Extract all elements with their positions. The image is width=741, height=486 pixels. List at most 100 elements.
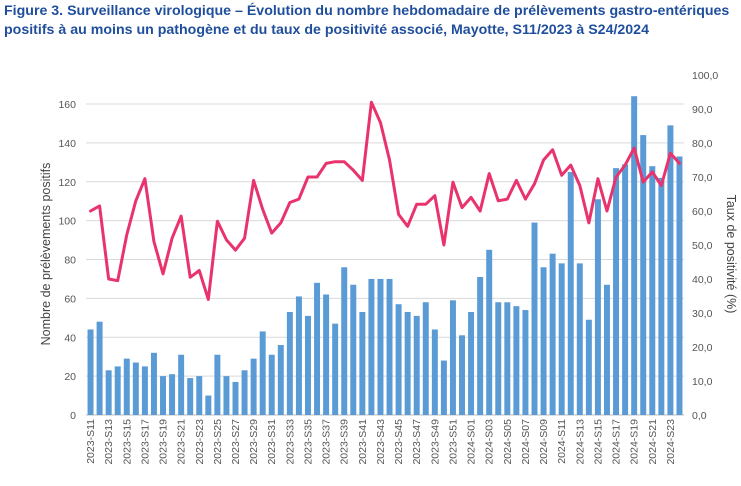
bar (468, 311, 475, 415)
bar (495, 302, 502, 415)
x-tick-label: 2023-S29 (248, 419, 260, 465)
x-tick-label: 2023-S23 (194, 419, 206, 465)
x-tick-label: 2023-S47 (411, 419, 423, 465)
bar (603, 284, 610, 415)
x-tick-label: 2024-S07 (520, 419, 532, 465)
bar (241, 370, 248, 415)
y-tick-label: 60 (64, 293, 76, 305)
x-tick-label: 2024-S19 (629, 419, 641, 465)
bar (658, 177, 665, 415)
bar (422, 302, 429, 415)
y2-tick-label: 70,0 (692, 172, 713, 184)
bar (613, 168, 620, 415)
bar (504, 302, 511, 415)
y2-tick-label: 20,0 (692, 342, 713, 354)
bar (386, 278, 393, 415)
x-tick-label: 2023-S39 (339, 419, 351, 465)
y2-tick-label: 10,0 (692, 376, 713, 388)
x-tick-label: 2024-S03 (484, 419, 496, 465)
bar (214, 354, 221, 415)
bar (576, 263, 583, 415)
bar (522, 310, 529, 415)
bar (250, 358, 257, 415)
chart-title: Figure 3. Surveillance virologique – Évo… (4, 3, 730, 38)
x-tick-label: 2023-S21 (176, 419, 188, 465)
x-tick-label: 2024-S09 (538, 419, 550, 465)
bar (640, 135, 647, 415)
bar (413, 315, 420, 415)
bar (667, 125, 674, 415)
bar (223, 376, 230, 415)
y-tick-label: 0 (70, 410, 76, 422)
bar (323, 294, 330, 415)
x-tick-label: 2023-S17 (139, 419, 151, 465)
bar (87, 329, 94, 415)
y2-tick-label: 90,0 (692, 104, 713, 116)
bar (169, 374, 176, 415)
bar (585, 319, 592, 415)
bar (304, 315, 311, 415)
bar (268, 354, 275, 415)
y-tick-label: 80 (64, 255, 76, 267)
x-tick-label: 2023-S19 (158, 419, 170, 465)
bar (259, 331, 266, 415)
y-axis-ticks: 0 20 40 60 80 100 120 140 160 (58, 99, 76, 422)
bar (449, 300, 456, 415)
y-tick-label: 120 (58, 177, 76, 189)
x-axis-ticks: 2023-S11 2023-S13 2023-S15 2023-S17 2023-S19… (85, 419, 677, 465)
bar (477, 276, 484, 415)
x-tick-label: 2023-S33 (284, 419, 296, 465)
bar (114, 366, 121, 415)
bar (123, 358, 130, 415)
bar (150, 352, 157, 415)
bar (377, 278, 384, 415)
bar (594, 199, 601, 415)
y2-axis-label: Taux de positivité (%) (724, 195, 738, 314)
bar (549, 253, 556, 415)
y-tick-label: 100 (58, 216, 76, 228)
y-tick-label: 140 (58, 138, 76, 150)
x-tick-label: 2023-S49 (429, 419, 441, 465)
y-axis-label: Nombre de prélèvements positifs (39, 163, 53, 346)
bar (141, 366, 148, 415)
bar (132, 362, 139, 415)
x-tick-label: 2023-S11 (85, 419, 97, 464)
bar (513, 306, 520, 415)
bar (676, 156, 683, 415)
bar (96, 321, 103, 415)
x-tick-label: 2023-S15 (121, 419, 133, 465)
bar (277, 345, 284, 415)
y2-tick-label: 50,0 (692, 240, 713, 252)
bar (205, 395, 212, 415)
x-tick-label: 2023-S51 (447, 419, 459, 465)
x-tick-label: 2023-S27 (230, 419, 242, 465)
y-tick-label: 160 (58, 99, 76, 111)
y2-tick-label: 80,0 (692, 138, 713, 150)
bar (459, 335, 466, 415)
x-tick-label: 2024-S05 (502, 419, 514, 465)
bar (622, 164, 629, 415)
y2-tick-label: 30,0 (692, 308, 713, 320)
bar (486, 249, 493, 415)
bar (286, 311, 293, 415)
bar (531, 222, 538, 415)
bar (232, 381, 239, 415)
x-tick-label: 2024-S17 (611, 419, 623, 465)
gridlines (86, 103, 684, 416)
x-tick-label: 2023-S45 (393, 419, 405, 465)
bar (368, 278, 375, 415)
x-tick-label: 2023-S25 (212, 419, 224, 465)
bar (341, 267, 348, 415)
bar (431, 329, 438, 415)
x-tick-label: 2023-S37 (321, 419, 333, 465)
bar (160, 376, 167, 415)
bar (567, 172, 574, 415)
bar (649, 166, 656, 415)
y-tick-label: 40 (64, 332, 76, 344)
bar (540, 267, 547, 415)
x-tick-label: 2023-S35 (302, 419, 314, 465)
bar (350, 284, 357, 415)
y2-tick-label: 0,0 (692, 410, 707, 422)
x-tick-label: 2023-S43 (375, 419, 387, 465)
